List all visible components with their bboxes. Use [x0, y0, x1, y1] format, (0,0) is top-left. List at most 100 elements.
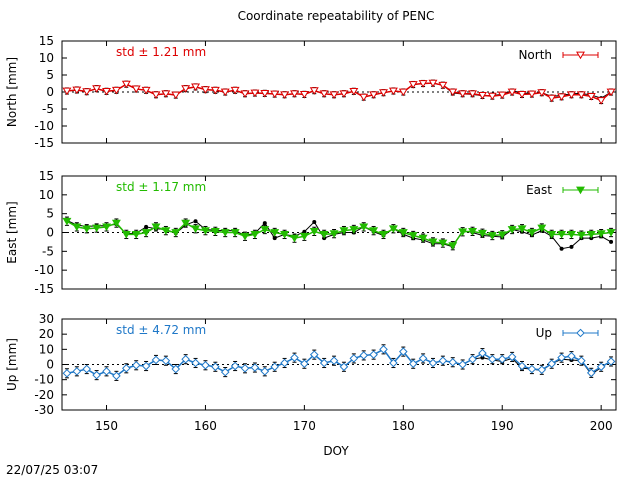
data-point	[230, 229, 240, 237]
reference-series-line	[66, 219, 612, 250]
data-point	[537, 224, 547, 233]
data-point	[82, 225, 92, 233]
data-point	[448, 242, 458, 250]
data-point	[280, 91, 290, 99]
data-point	[329, 91, 339, 99]
y-tick-label: -15	[34, 282, 54, 296]
data-point	[408, 232, 418, 240]
data-point	[369, 227, 379, 235]
data-point	[299, 232, 309, 241]
data-point	[300, 359, 309, 369]
data-point	[191, 358, 200, 368]
data-point	[62, 87, 72, 96]
data-point	[517, 361, 527, 371]
data-point	[230, 86, 240, 95]
y-axis-label: North [mm]	[5, 57, 19, 127]
data-point	[260, 367, 270, 376]
data-point	[507, 352, 517, 362]
data-point	[586, 231, 596, 239]
data-point	[418, 80, 428, 88]
data-point	[181, 219, 191, 228]
data-point	[181, 354, 190, 364]
y-tick-label: 10	[39, 51, 54, 65]
data-point	[418, 234, 428, 243]
data-point	[250, 89, 260, 98]
data-point	[557, 353, 566, 362]
data-point	[458, 228, 468, 236]
data-point	[428, 238, 438, 247]
x-tick-label: 180	[392, 419, 415, 433]
data-point	[290, 353, 299, 362]
data-point	[161, 90, 171, 98]
data-point	[319, 231, 329, 239]
y-tick-label: -15	[34, 136, 54, 150]
data-point	[517, 225, 527, 233]
data-point	[102, 367, 111, 376]
data-point	[537, 89, 547, 97]
data-point	[438, 356, 448, 366]
data-point	[517, 91, 527, 99]
y-tick-label: 10	[39, 188, 54, 202]
x-axis-label: DOY	[323, 444, 349, 458]
y-tick-label: -10	[34, 263, 54, 277]
data-point	[220, 367, 230, 377]
data-point	[92, 370, 101, 380]
data-point	[309, 350, 319, 359]
data-point	[171, 91, 181, 100]
data-point	[369, 91, 379, 99]
data-point	[141, 361, 151, 371]
data-point	[567, 231, 576, 239]
y-tick-label: -10	[34, 119, 54, 133]
data-point	[339, 227, 349, 235]
y-tick-label: -20	[34, 388, 54, 402]
data-point	[379, 231, 388, 239]
data-point	[398, 229, 408, 237]
data-point	[567, 91, 576, 99]
y-tick-label: -30	[34, 403, 54, 417]
data-point	[388, 225, 398, 233]
data-point	[477, 92, 487, 100]
data-point	[220, 88, 230, 97]
data-point	[210, 227, 220, 236]
data-point	[201, 360, 210, 370]
data-point	[369, 350, 378, 359]
data-point	[497, 231, 507, 239]
data-point	[121, 231, 131, 239]
y-tick-label: 15	[39, 169, 54, 183]
y-tick-label: 0	[46, 358, 54, 372]
data-point	[586, 93, 596, 101]
legend-marker	[576, 51, 585, 60]
data-point	[487, 232, 497, 240]
x-tick-label: 160	[194, 419, 217, 433]
data-point	[527, 229, 537, 237]
data-point	[309, 87, 319, 95]
data-point	[181, 85, 191, 93]
data-point	[131, 360, 141, 370]
data-point	[329, 230, 339, 238]
std-annotation: std ± 1.21 mm	[116, 45, 206, 59]
y-tick-label: 0	[46, 85, 54, 99]
data-point	[121, 363, 131, 373]
data-point	[260, 89, 270, 98]
y-tick-label: 20	[39, 327, 54, 341]
data-point	[507, 226, 517, 234]
reference-point	[193, 219, 198, 224]
data-point	[527, 90, 537, 99]
x-axis: 150 160 170 180 190 200	[95, 419, 613, 433]
data-point	[92, 224, 102, 233]
data-point	[557, 93, 567, 101]
north-panel: -15 -10 -5 0 5 10 15 North [mm] std ± 1.21 mm Nor…	[5, 34, 617, 150]
data-point	[82, 88, 92, 96]
data-point	[270, 229, 280, 237]
data-point	[448, 88, 458, 97]
legend-label: Up	[536, 326, 552, 340]
data-point	[438, 239, 448, 248]
data-point	[488, 354, 497, 364]
data-point	[577, 356, 586, 366]
data-point	[557, 231, 567, 239]
data-point	[161, 227, 171, 235]
data-point	[478, 348, 487, 358]
legend-marker	[576, 328, 585, 338]
data-point	[280, 231, 290, 239]
